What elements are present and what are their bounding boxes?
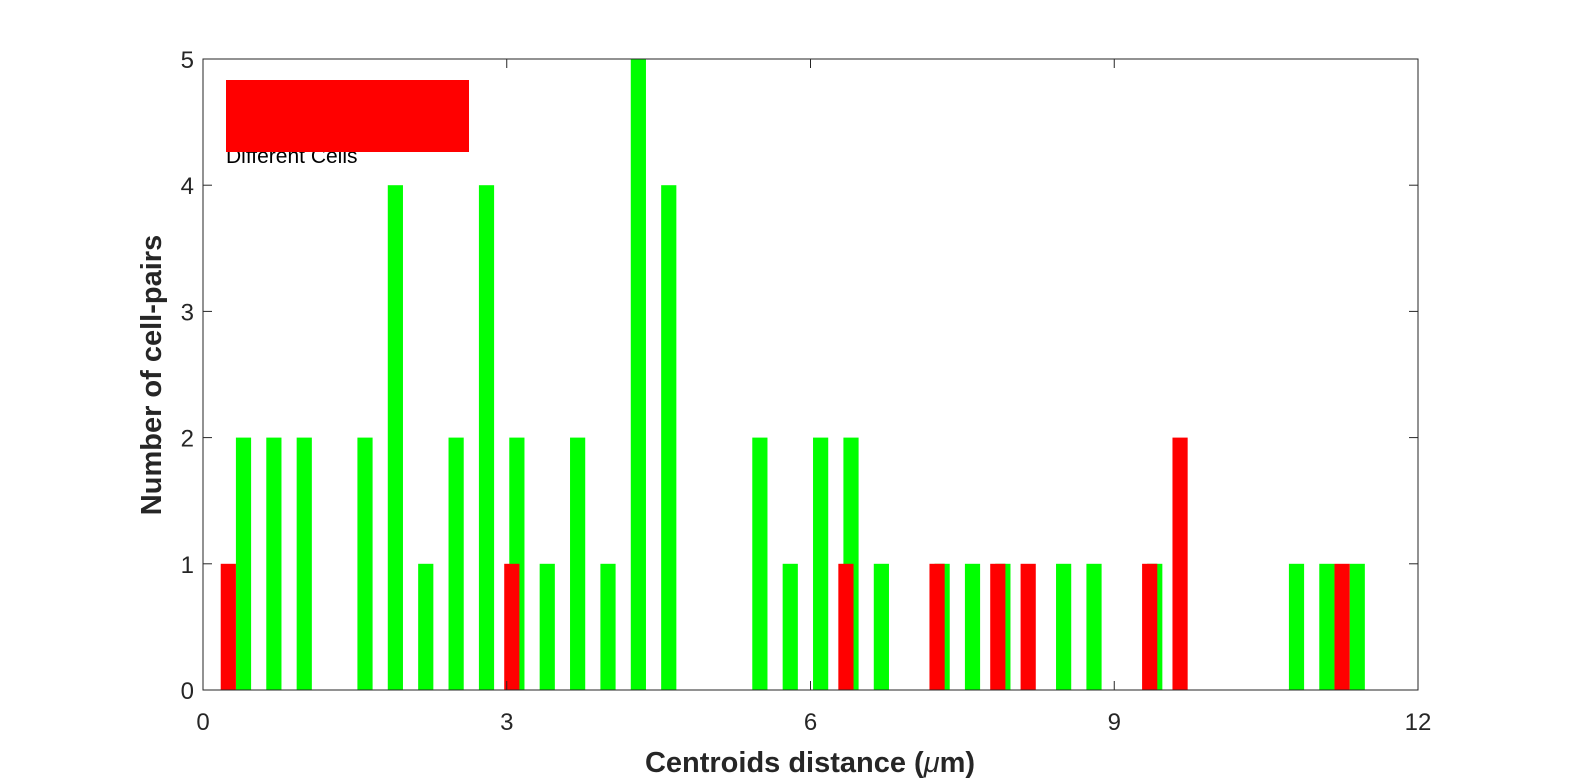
x-axis-label-suffix: m) [940, 747, 975, 779]
bar-series0-25 [1288, 563, 1305, 690]
bar-series0-16 [813, 437, 829, 690]
y-tick-label-1: 1 [181, 552, 194, 579]
bar-series0-22 [1056, 563, 1072, 690]
bar-series1-2 [838, 563, 854, 690]
y-axis-label: Number of cell-pairs [136, 235, 168, 515]
bar-series0-18 [873, 563, 889, 690]
x-axis-label: Centroids distance (μm) [645, 747, 975, 779]
bar-series0-26 [1319, 563, 1335, 690]
x-tick-label-6: 6 [804, 709, 817, 736]
bars-layer [220, 59, 1365, 690]
bar-series0-7 [478, 185, 495, 690]
bar-series0-20 [964, 563, 981, 690]
bar-series0-11 [600, 563, 616, 690]
bar-series1-1 [504, 563, 520, 690]
bar-series0-0 [235, 437, 252, 690]
plot-area [203, 59, 1418, 690]
legend-swatch [226, 80, 469, 152]
x-tick-label-3: 3 [500, 709, 513, 736]
bar-series0-6 [448, 437, 464, 690]
bar-series0-2 [296, 437, 312, 690]
x-axis-label-prefix: Centroids distance ( [645, 747, 924, 779]
bar-series1-8 [1334, 563, 1350, 690]
bar-series0-23 [1086, 563, 1102, 690]
bar-series0-14 [752, 437, 768, 690]
legend: Different Cells [226, 80, 469, 168]
bar-series1-3 [929, 563, 945, 690]
bar-series0-4 [387, 185, 403, 690]
bar-series0-1 [266, 437, 282, 690]
bar-series0-27 [1349, 563, 1365, 690]
y-tick-label-3: 3 [181, 299, 194, 326]
bar-series1-7 [1172, 437, 1188, 690]
bar-series0-9 [539, 563, 555, 690]
bar-series0-3 [357, 437, 373, 690]
bar-series1-0 [220, 563, 236, 690]
bar-series1-5 [1020, 563, 1036, 690]
bar-series0-10 [570, 437, 586, 690]
x-tick-label-12: 12 [1405, 709, 1432, 736]
y-tick-label-2: 2 [181, 426, 194, 453]
bar-series0-5 [418, 563, 434, 690]
bar-series0-13 [661, 185, 677, 690]
y-tick-label-5: 5 [181, 47, 194, 74]
x-tick-label-0: 0 [196, 709, 209, 736]
x-tick-label-9: 9 [1108, 709, 1121, 736]
bar-series0-15 [782, 563, 798, 690]
bar-series1-6 [1142, 563, 1158, 690]
bar-series1-4 [990, 563, 1006, 690]
y-tick-label-0: 0 [181, 678, 194, 705]
y-tick-label-4: 4 [181, 173, 194, 200]
bar-series0-12 [630, 59, 646, 690]
x-axis-label-unit: μ [923, 747, 940, 779]
